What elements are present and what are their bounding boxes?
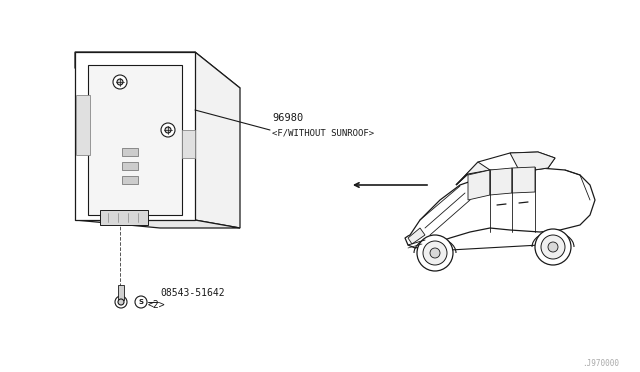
Polygon shape xyxy=(118,285,124,300)
Polygon shape xyxy=(88,65,182,215)
Circle shape xyxy=(161,123,175,137)
Text: 08543-51642: 08543-51642 xyxy=(160,288,225,298)
Circle shape xyxy=(118,299,124,305)
Text: <2>: <2> xyxy=(148,300,166,310)
Polygon shape xyxy=(456,162,490,185)
Polygon shape xyxy=(75,52,195,220)
Text: S: S xyxy=(138,299,143,305)
Polygon shape xyxy=(490,168,512,195)
Polygon shape xyxy=(408,228,425,244)
Text: 96980: 96980 xyxy=(272,113,303,123)
Circle shape xyxy=(541,235,565,259)
Polygon shape xyxy=(122,176,138,184)
Circle shape xyxy=(548,242,558,252)
Circle shape xyxy=(430,248,440,258)
Polygon shape xyxy=(456,152,555,185)
Polygon shape xyxy=(468,170,490,200)
Polygon shape xyxy=(75,220,240,228)
Polygon shape xyxy=(510,152,555,172)
Circle shape xyxy=(417,235,453,271)
Circle shape xyxy=(165,127,171,133)
Circle shape xyxy=(115,296,127,308)
Polygon shape xyxy=(182,130,195,158)
Polygon shape xyxy=(195,52,240,228)
Text: <F/WITHOUT SUNROOF>: <F/WITHOUT SUNROOF> xyxy=(272,128,374,137)
Polygon shape xyxy=(512,167,535,193)
Polygon shape xyxy=(405,168,595,248)
Polygon shape xyxy=(122,148,138,156)
Circle shape xyxy=(113,75,127,89)
Circle shape xyxy=(535,229,571,265)
Text: .J970000: .J970000 xyxy=(582,359,619,368)
Polygon shape xyxy=(76,95,90,155)
Polygon shape xyxy=(75,52,240,108)
Polygon shape xyxy=(122,162,138,170)
Polygon shape xyxy=(100,210,148,225)
Circle shape xyxy=(117,79,123,85)
Circle shape xyxy=(423,241,447,265)
Circle shape xyxy=(135,296,147,308)
